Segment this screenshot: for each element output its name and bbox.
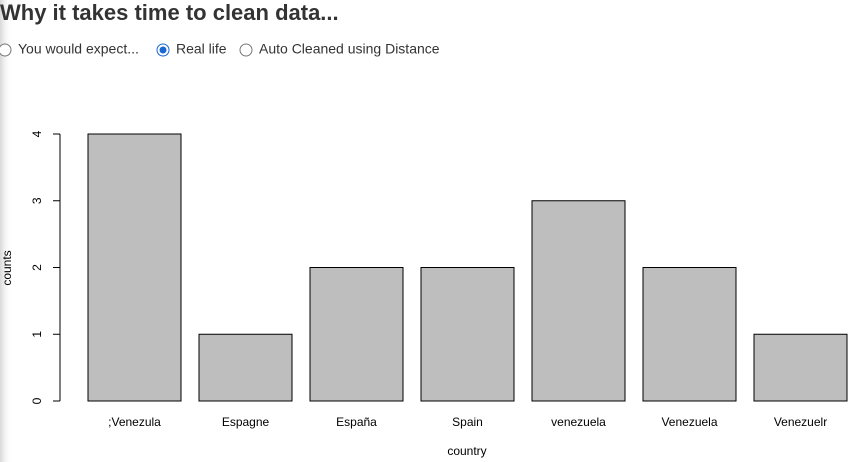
- radio-label[interactable]: Real life: [176, 41, 227, 57]
- bar: [642, 267, 737, 402]
- x-axis-label: country: [447, 444, 486, 458]
- y-axis-label: counts: [0, 250, 14, 285]
- x-tick-label: Venezuelr: [774, 415, 827, 429]
- bar: [198, 333, 293, 402]
- y-tick-label: 2: [30, 264, 44, 271]
- bar: [753, 333, 848, 402]
- radio-button[interactable]: [0, 43, 12, 57]
- y-tick-label: 1: [30, 331, 44, 338]
- bar: [87, 133, 182, 402]
- y-tick-label: 0: [30, 397, 44, 404]
- y-tick-label: 3: [30, 197, 44, 204]
- x-tick-label: Spain: [452, 415, 483, 429]
- radio-dot: [159, 46, 167, 54]
- x-tick-label: ;Venezula: [108, 415, 161, 429]
- y-tick-label: 4: [30, 130, 44, 137]
- bar: [531, 200, 626, 402]
- x-tick-label: España: [336, 415, 377, 429]
- bar: [420, 267, 515, 402]
- radio-label[interactable]: You would expect...: [18, 41, 139, 57]
- x-tick-label: Venezuela: [661, 415, 717, 429]
- x-tick-label: venezuela: [551, 415, 606, 429]
- radio-button[interactable]: [239, 43, 253, 57]
- x-tick-label: Espagne: [222, 415, 270, 429]
- page-title: Why it takes time to clean data...: [0, 0, 339, 25]
- bar: [309, 267, 404, 402]
- edge-shadow: [0, 0, 12, 462]
- radio-label[interactable]: Auto Cleaned using Distance: [259, 41, 440, 57]
